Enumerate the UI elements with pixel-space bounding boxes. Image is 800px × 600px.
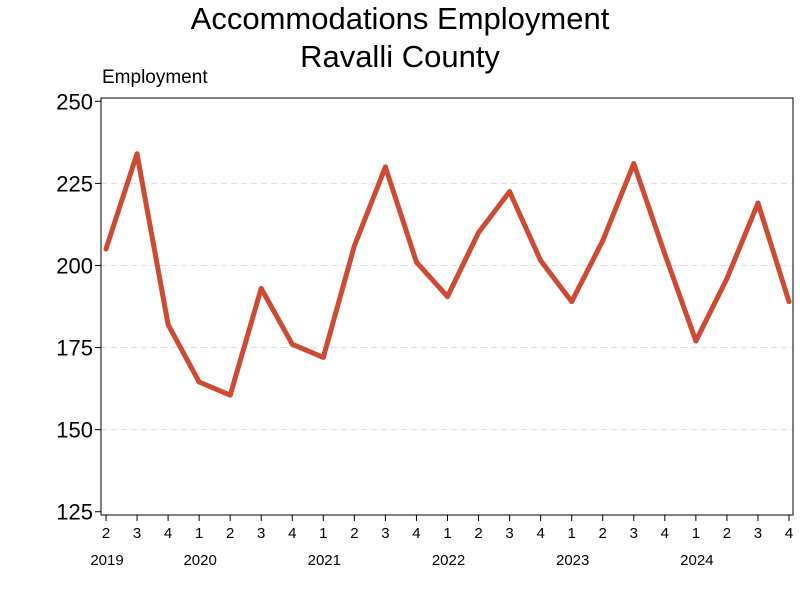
x-year-label: 2021 <box>308 552 341 569</box>
x-year-label: 2020 <box>183 552 216 569</box>
x-tick-label: 2 <box>723 525 731 542</box>
x-tick-label: 2 <box>474 525 482 542</box>
x-year-label: 2023 <box>556 552 589 569</box>
x-year-label: 2019 <box>90 552 123 569</box>
x-tick-label: 4 <box>661 525 669 542</box>
x-tick-label: 3 <box>505 525 513 542</box>
data-point <box>569 299 575 305</box>
y-axis-label: Employment <box>102 67 208 88</box>
y-tick-label: 150 <box>56 418 93 443</box>
plot-frame <box>100 97 794 516</box>
data-point <box>382 164 388 170</box>
data-point <box>289 341 295 347</box>
data-point <box>538 258 544 264</box>
data-point <box>786 299 792 305</box>
x-tick-label: 2 <box>350 525 358 542</box>
x-year-label: 2022 <box>432 552 465 569</box>
data-point <box>662 251 668 257</box>
x-tick-label: 4 <box>288 525 296 542</box>
y-tick-label: 125 <box>56 500 93 525</box>
x-tick-label: 4 <box>412 525 420 542</box>
data-point <box>134 151 140 157</box>
x-tick-label: 3 <box>381 525 389 542</box>
y-tick-label: 175 <box>56 336 93 361</box>
x-tick-label: 3 <box>133 525 141 542</box>
y-tick-label: 225 <box>56 171 93 196</box>
data-point <box>258 285 264 291</box>
data-point <box>631 161 637 167</box>
data-point <box>507 189 513 195</box>
data-point <box>413 259 419 265</box>
x-tick-label: 4 <box>164 525 172 542</box>
x-tick-label: 1 <box>195 525 203 542</box>
x-tick-label: 2 <box>102 525 110 542</box>
x-tick-label: 4 <box>536 525 544 542</box>
x-tick-label: 3 <box>754 525 762 542</box>
data-point <box>600 238 606 244</box>
x-tick-label: 2 <box>226 525 234 542</box>
data-point <box>476 230 482 236</box>
x-tick-label: 3 <box>630 525 638 542</box>
data-point <box>351 243 357 249</box>
data-point <box>165 322 171 328</box>
data-point <box>103 246 109 252</box>
x-year-label: 2024 <box>680 552 713 569</box>
data-point <box>755 200 761 206</box>
x-tick-label: 3 <box>257 525 265 542</box>
chart-title-line-1: Accommodations Employment <box>190 1 610 36</box>
x-tick-label: 4 <box>785 525 793 542</box>
y-tick-label: 200 <box>56 253 93 278</box>
x-tick-label: 2 <box>599 525 607 542</box>
y-tick-label: 250 <box>56 89 93 114</box>
x-tick-label: 1 <box>319 525 327 542</box>
x-tick-label: 1 <box>443 525 451 542</box>
data-point <box>320 354 326 360</box>
data-point <box>227 392 233 398</box>
data-point <box>445 294 450 300</box>
series-line <box>103 151 792 398</box>
data-point <box>196 379 202 385</box>
x-tick-label: 1 <box>568 525 576 542</box>
data-point <box>724 276 730 282</box>
chart-title-line-2: Ravalli County <box>300 39 500 74</box>
data-point <box>693 338 699 344</box>
x-tick-label: 1 <box>692 525 700 542</box>
